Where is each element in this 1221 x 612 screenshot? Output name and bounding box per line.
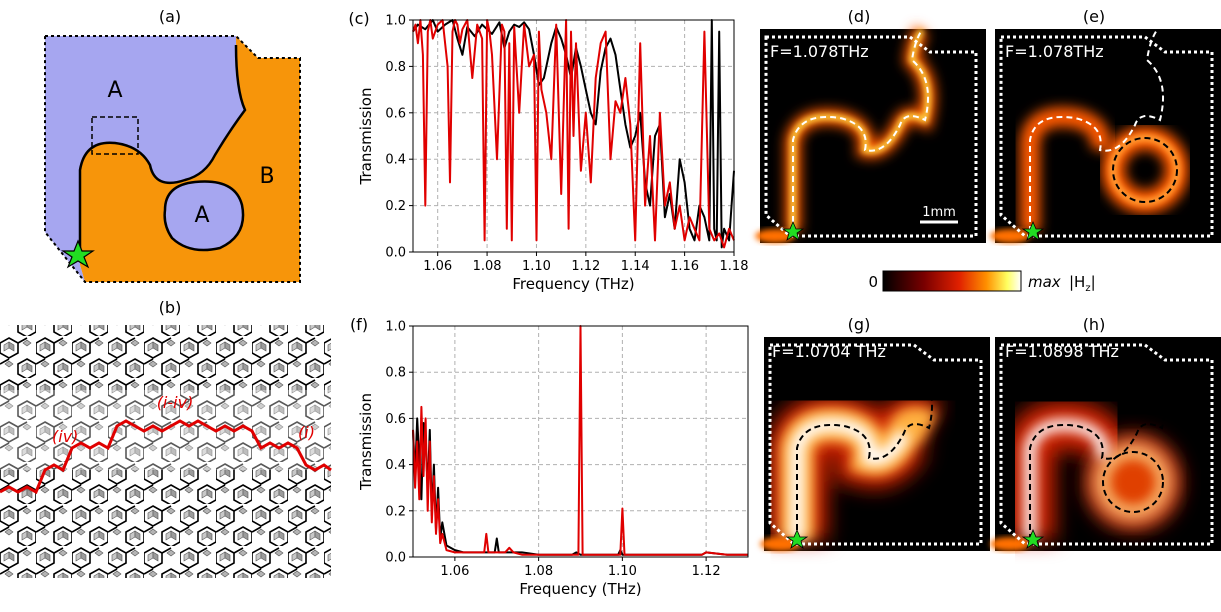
panel-label-a: (a) (159, 7, 181, 26)
chart-f-ytick-label: 0.6 (385, 412, 406, 427)
lattice-label-i: (i) (298, 423, 315, 442)
chart-f-xtick-label: 1.10 (608, 564, 637, 579)
field-map-h-path (1029, 337, 1166, 540)
colorbar-gradient (882, 270, 1022, 292)
field-map-h-boundary (999, 343, 1214, 546)
field-map-d-path (792, 29, 929, 232)
chart-c-ytick-label: 0.8 (385, 60, 406, 75)
field-map-h-freq: F=1.0898 THz (1005, 342, 1119, 361)
field-map-g-path (796, 337, 933, 540)
chart-f-xtick-label: 1.12 (692, 564, 721, 579)
chart-f-series-red (412, 325, 748, 556)
field-map-g-boundary (768, 343, 983, 546)
chart-c-series-red (412, 19, 735, 249)
field-map-h-star (1021, 528, 1045, 549)
outer-boundary (44, 35, 301, 283)
panel-label-h: (h) (1083, 315, 1106, 334)
lattice-label-i-iv: (i-iv) (157, 393, 194, 412)
field-map-e-ring (1112, 137, 1178, 203)
chart-f-xtick-label: 1.08 (524, 564, 553, 579)
colorbar-min: 0 (868, 273, 878, 291)
field-map-d-freq: F=1.078THz (770, 42, 869, 61)
region-a-upper (45, 36, 245, 282)
field-map-g-star (785, 528, 809, 549)
chart-c-xtick-label: 1.12 (571, 259, 600, 274)
scale-bar-label: 1mm (922, 205, 956, 220)
field-map-h-ring (1102, 451, 1164, 513)
interface-boundary (78, 44, 247, 260)
field-map-e-path (1029, 29, 1164, 232)
source-star (61, 239, 95, 269)
chart-c-series-black (412, 19, 735, 249)
chart-c-xtick-label: 1.16 (670, 259, 699, 274)
region-b (80, 36, 300, 282)
label-region-a-upper: A (107, 78, 122, 103)
colorbar-quantity: |Hz| (1069, 273, 1096, 294)
chart-c-xtick-label: 1.14 (621, 259, 650, 274)
chart-c-ytick-label: 0.4 (385, 153, 406, 168)
colorbar: 0 max |Hz| (868, 270, 1096, 294)
field-map-d-star (781, 220, 805, 241)
chart-c-ytick-label: 0.0 (385, 246, 406, 261)
field-map-h-source-glow (990, 537, 1030, 551)
chart-c-ytick-label: 0.2 (385, 199, 406, 214)
chart-f-series-black (412, 417, 748, 556)
label-region-a-island: A (194, 203, 209, 228)
field-map-g-source-glow (760, 537, 800, 551)
field-map-e-source-glow (990, 229, 1030, 243)
field-map-e-boundary (999, 35, 1214, 238)
colorbar-quantity-close: | (1091, 273, 1096, 291)
chart-f-ytick-label: 0.4 (385, 458, 406, 473)
panel-label-d: (d) (848, 7, 871, 26)
panel-label-g: (g) (848, 315, 871, 334)
colorbar-quantity-main: |H (1069, 273, 1085, 291)
interface-path (0, 419, 332, 495)
chart-c-frame (412, 19, 735, 253)
chart-f-ytick-label: 1.0 (385, 320, 406, 335)
chart-c-ytick-label: 0.6 (385, 106, 406, 121)
chart-c-xtick-label: 1.10 (522, 259, 551, 274)
lattice-label-iv: (iv) (52, 427, 78, 446)
panel-label-c: (c) (348, 9, 369, 28)
chart-c-xtick-label: 1.08 (473, 259, 502, 274)
field-map-g: F=1.0704 THz (760, 337, 990, 551)
field-map-h-disk-center (1109, 458, 1157, 506)
panel-label-e: (e) (1083, 7, 1105, 26)
field-map-d: F=1.078THz 1mm (755, 25, 986, 243)
chart-f-frame (412, 325, 749, 558)
field-map-d-boundary (764, 35, 978, 238)
field-map-d-source-glow (755, 229, 795, 243)
chart-c-ylabel: Transmission (357, 88, 375, 186)
chart-f-ylabel: Transmission (357, 393, 375, 491)
chart-f-ytick-label: 0.8 (385, 366, 406, 381)
chart-c-ytick-label: 1.0 (385, 14, 406, 29)
field-map-e-freq: F=1.078THz (1005, 42, 1104, 61)
chart-f-xlabel: Frequency (THz) (519, 580, 641, 598)
colorbar-max: max (1028, 273, 1061, 291)
chart-f-ytick-label: 0.2 (385, 504, 406, 519)
panel-label-f: (f) (350, 315, 368, 334)
chart-f-ytick-label: 0.0 (385, 551, 406, 566)
field-map-e: F=1.078THz (990, 29, 1221, 243)
region-a-island (163, 180, 245, 252)
chart-c-xtick-label: 1.06 (423, 259, 452, 274)
panel-label-b: (b) (159, 298, 182, 317)
field-map-g-freq: F=1.0704 THz (772, 342, 886, 361)
chart-c-xtick-label: 1.18 (720, 259, 749, 274)
lattice: (iv) (i-iv) (i) (0, 325, 332, 578)
chart-f-xtick-label: 1.06 (440, 564, 469, 579)
label-region-b: B (259, 164, 274, 189)
chart-c: 1.06 1.08 1.10 1.12 1.14 1.16 1.18 0.0 0.2 0.4 0.6… (357, 14, 748, 294)
field-map-e-star (1021, 220, 1045, 241)
schematic: A A B (44, 35, 301, 283)
field-map-h: F=1.0898 THz (990, 337, 1221, 551)
chart-c-xlabel: Frequency (THz) (512, 275, 634, 293)
chart-f: 1.06 1.08 1.10 1.12 0.0 0.2 0.4 0.6 0.8 1.0 Freque… (357, 320, 749, 598)
zoom-box (91, 116, 139, 155)
colorbar-quantity-sub: z (1085, 283, 1090, 294)
lattice-pattern (0, 325, 331, 578)
